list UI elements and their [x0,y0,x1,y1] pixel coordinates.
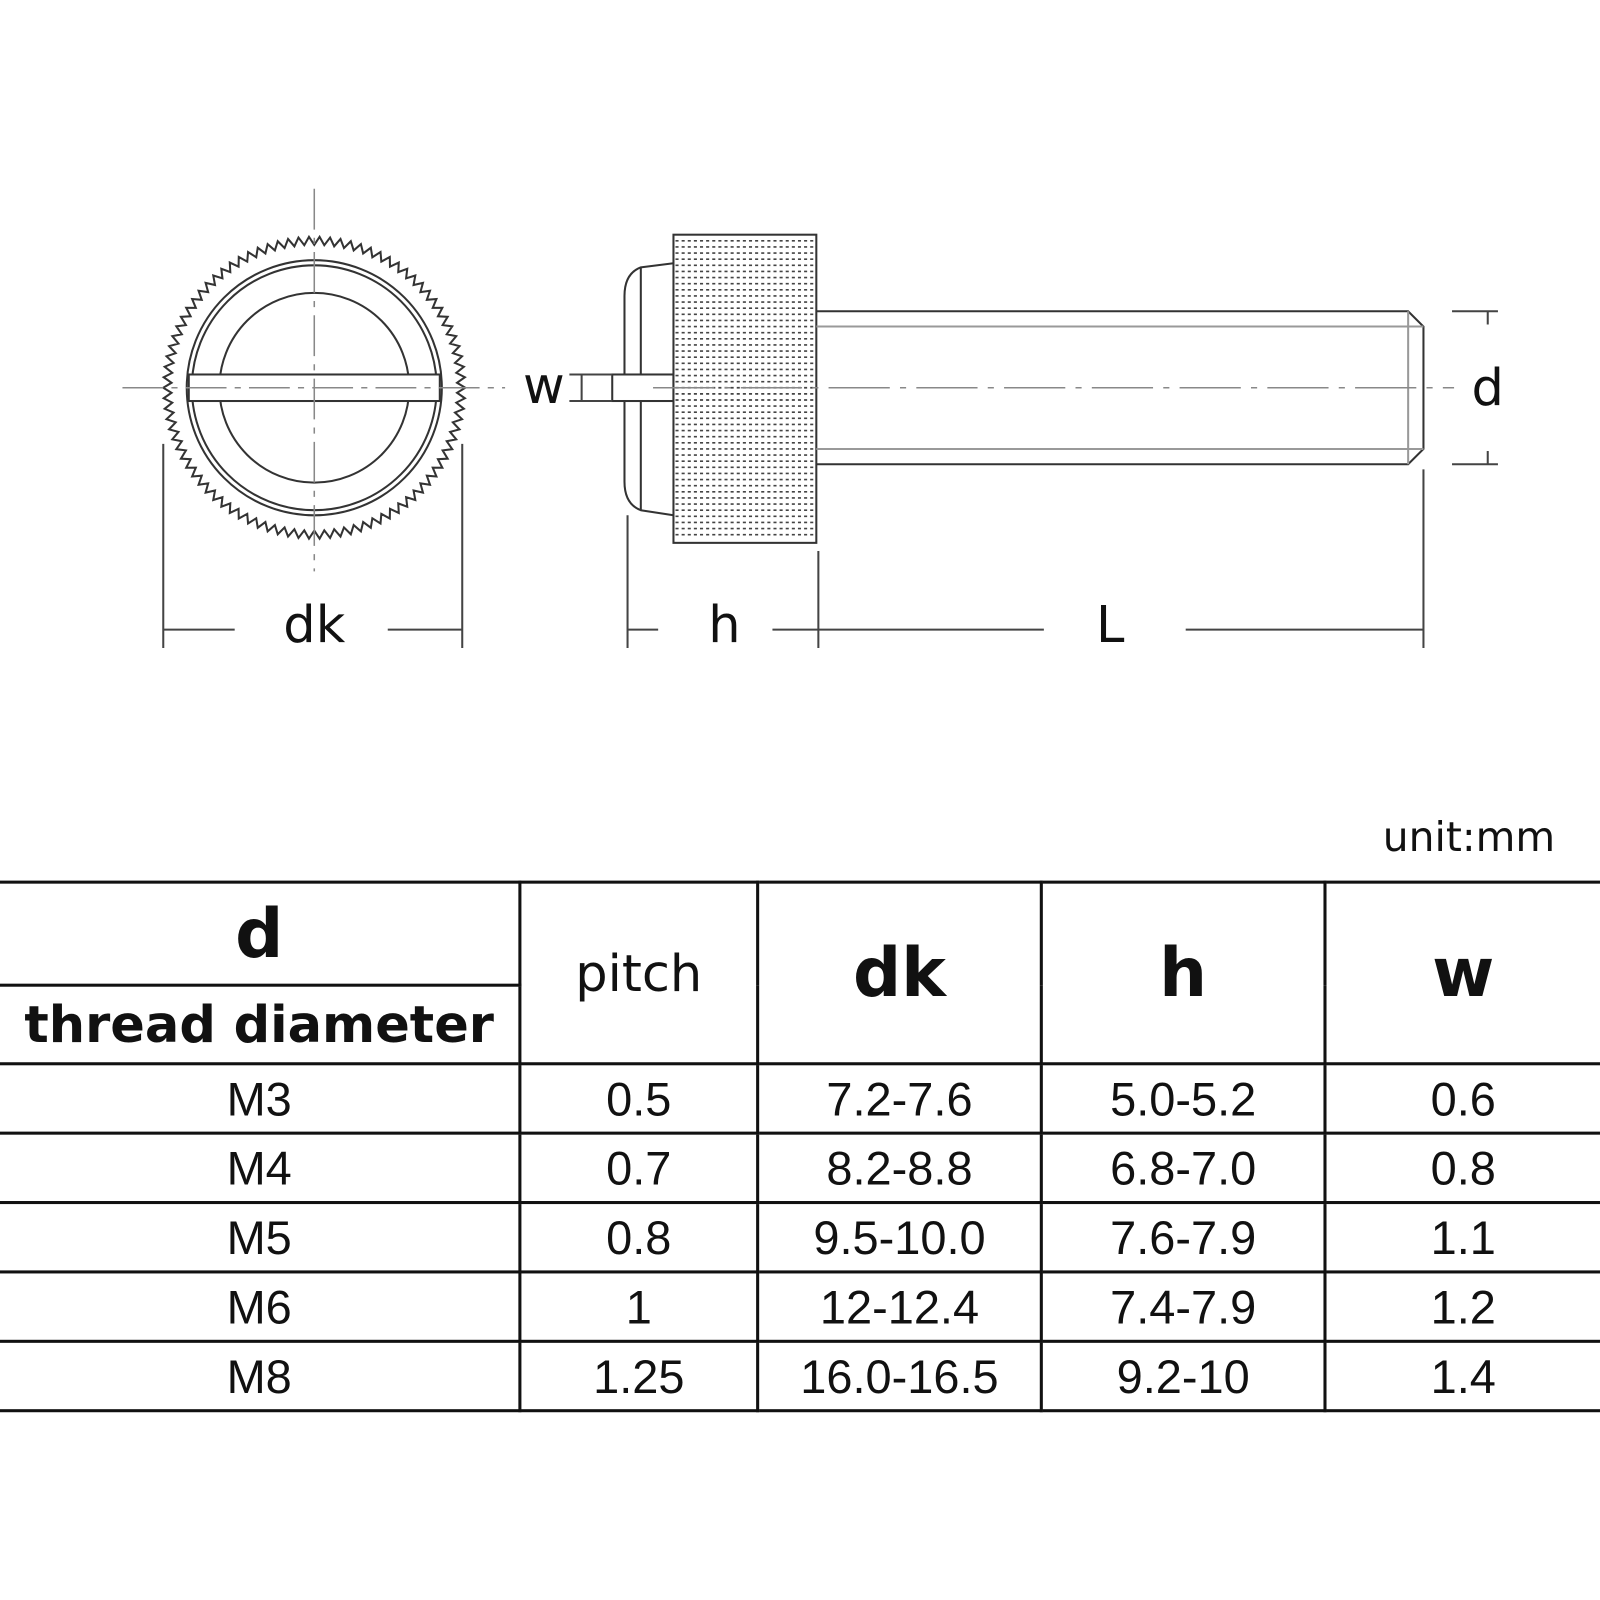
table-cell: 7.4-7.9 [1039,1270,1327,1343]
table-cell: 7.6-7.9 [1039,1201,1327,1274]
table-cell: 9.2-10 [1039,1339,1327,1413]
header-dk: dk [756,880,1043,1066]
table-cell: 7.2-7.6 [756,1062,1043,1135]
table-cell: 9.5-10.0 [756,1201,1043,1274]
table-cell: 6.8-7.0 [1039,1131,1327,1205]
table-cell: 5.0-5.2 [1039,1062,1327,1135]
dim-label-dk: dk [283,594,346,655]
dim-label-w: w [523,356,565,416]
dim-label-d: d [1471,358,1504,418]
header-w: w [1323,880,1600,1066]
header-pitch: pitch [518,880,760,1066]
table-cell: 1.4 [1323,1339,1600,1413]
table-cell: 0.8 [1323,1131,1600,1205]
table-cell: 0.7 [518,1131,760,1205]
table-cell: 0.6 [1323,1062,1600,1135]
screw-technical-drawing [122,188,1498,648]
header-h: h [1039,880,1327,1066]
table-cell: 1 [518,1270,760,1343]
table-row: M6 1 12-12.4 7.4-7.9 1.2 [0,1270,1600,1343]
front-view-head [122,188,506,572]
table-row: M3 0.5 7.2-7.6 5.0-5.2 0.6 [0,1062,1600,1135]
table-cell: 1.2 [1323,1270,1600,1343]
header-thread-diameter: thread diameter [0,983,520,1066]
table-cell: 0.5 [518,1062,760,1135]
table-row: M4 0.7 8.2-8.8 6.8-7.0 0.8 [0,1131,1600,1205]
dimension-table: d pitch dk h w thread diameter M3 0.5 7.2-… [0,880,1600,1413]
table-cell: 1.1 [1323,1201,1600,1274]
table-cell: M4 [0,1131,522,1205]
header-d: d [0,880,522,987]
side-view-screw [611,233,1455,544]
table-cell: 16.0-16.5 [756,1339,1043,1413]
table-cell: 8.2-8.8 [756,1131,1043,1205]
header-row: d pitch dk h w [0,880,1600,1066]
dimension-lines [162,310,1498,648]
table-cell: 1.25 [518,1339,760,1413]
table-cell: M6 [0,1270,522,1343]
unit-note: unit:mm [1382,814,1556,862]
table-cell: M5 [0,1201,522,1274]
table-cell: M3 [0,1062,522,1135]
table-row: M8 1.25 16.0-16.5 9.2-10 1.4 [0,1339,1600,1413]
dim-label-h: h [708,594,741,655]
table-cell: 0.8 [518,1201,760,1274]
table-cell: M8 [0,1339,522,1413]
table-row: M5 0.8 9.5-10.0 7.6-7.9 1.1 [0,1201,1600,1274]
table-cell: 12-12.4 [756,1270,1043,1343]
header-row-sub: thread diameter [0,983,1600,1066]
dim-label-L: L [1095,594,1125,655]
